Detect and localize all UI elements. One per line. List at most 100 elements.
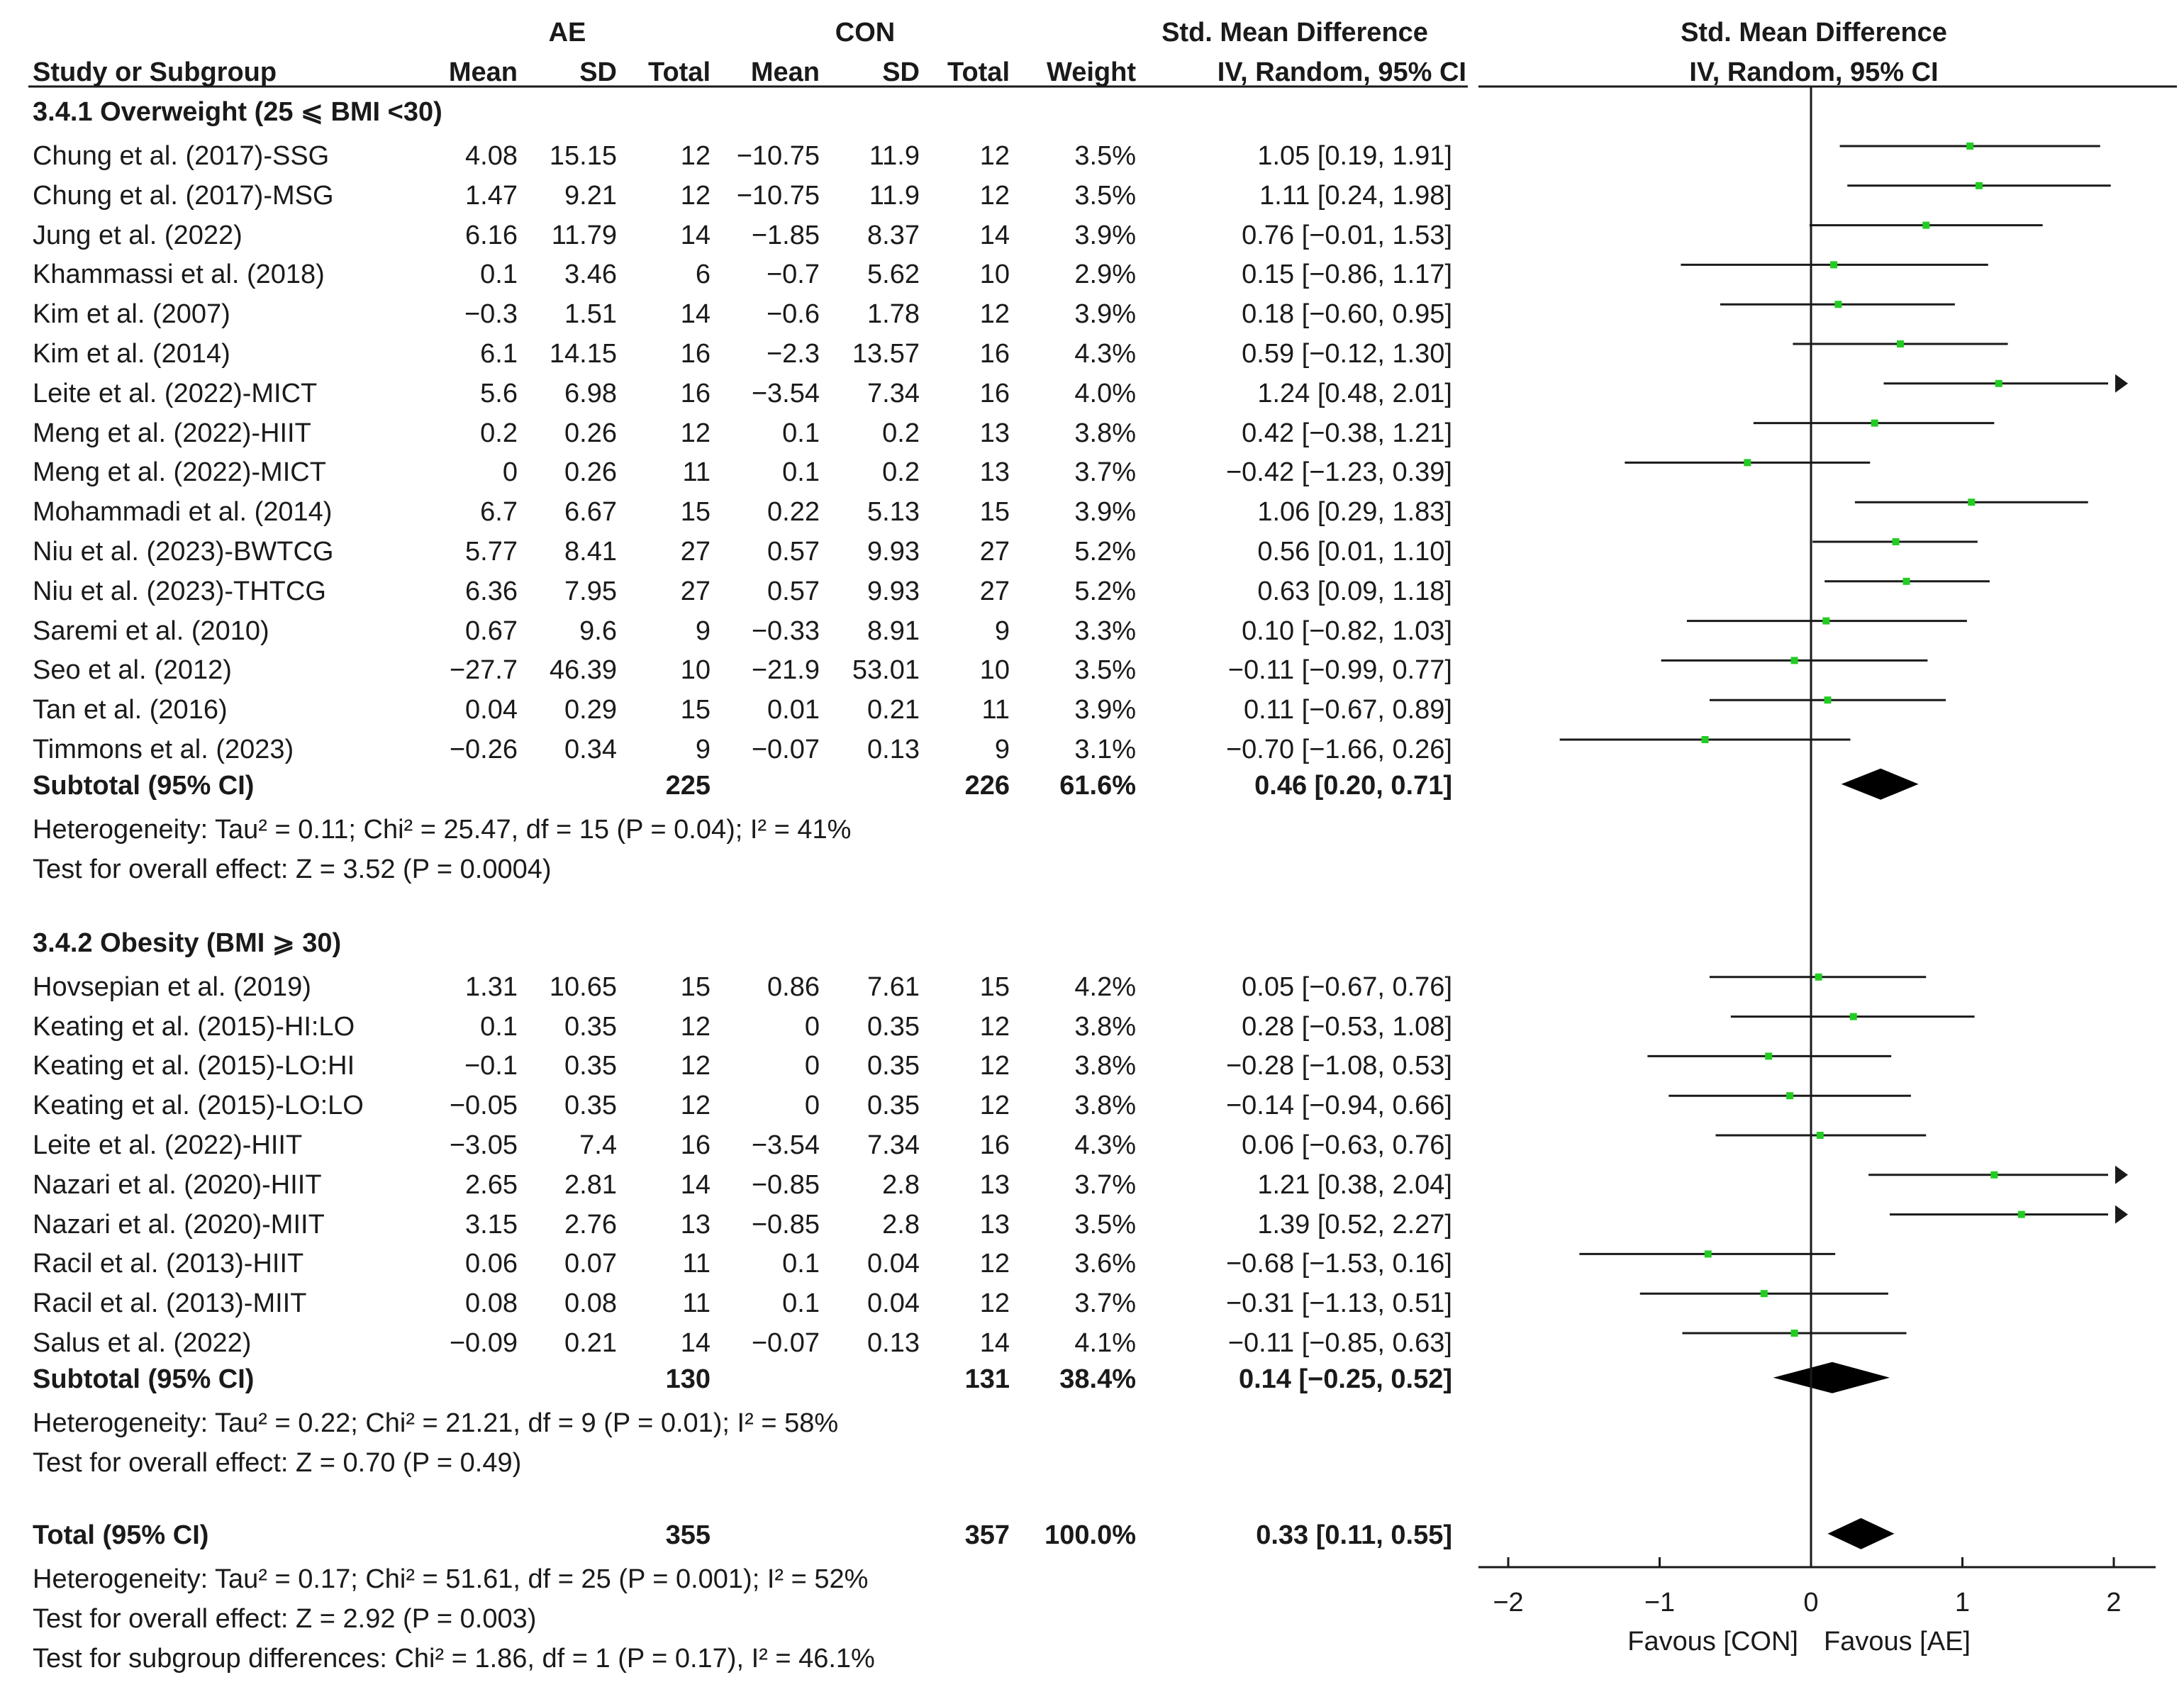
ae-total: 14	[680, 299, 711, 330]
effect-ci: −0.68 [−1.53, 0.16]	[1225, 1249, 1452, 1279]
subtotal-effect-ci: 0.46 [0.20, 0.71]	[1254, 770, 1452, 801]
subtotal-label: Subtotal (95% CI)	[33, 770, 255, 801]
effect-ci: 1.11 [0.24, 1.98]	[1259, 180, 1452, 211]
con-mean: 0.01	[767, 695, 820, 725]
con-mean: −0.07	[751, 735, 820, 764]
con-mean: −1.85	[751, 220, 820, 250]
ae-total: 11	[682, 457, 711, 488]
point-estimate	[1896, 340, 1904, 347]
con-total: 16	[979, 1130, 1010, 1160]
weight: 4.3%	[1074, 339, 1136, 369]
con-mean: −0.33	[751, 616, 820, 646]
effect-ci: −0.42 [−1.23, 0.39]	[1225, 457, 1452, 488]
ae-mean: 1.31	[465, 971, 518, 1002]
effect-ci: 0.28 [−0.53, 1.08]	[1242, 1011, 1452, 1042]
con-total: 14	[979, 220, 1010, 250]
study-name: Mohammadi et al. (2014)	[33, 497, 333, 528]
subtotal-label: Subtotal (95% CI)	[33, 1364, 255, 1394]
study-name: Chung et al. (2017)-MSG	[33, 180, 334, 211]
ae-total: 12	[680, 180, 711, 211]
study-name: Saremi et al. (2010)	[33, 616, 269, 646]
total-heterogeneity-text: Heterogeneity: Tau² = 0.17; Chi² = 51.61…	[33, 1564, 869, 1594]
total-con-total: 357	[964, 1520, 1010, 1550]
study-name: Leite et al. (2022)-MICT	[33, 378, 318, 408]
con-sd: 1.78	[867, 299, 920, 330]
heterogeneity-text: Heterogeneity: Tau² = 0.11; Chi² = 25.47…	[33, 814, 852, 845]
study-name: Nazari et al. (2020)-MIIT	[33, 1209, 325, 1240]
con-mean: −0.7	[766, 260, 820, 290]
con-sd: 13.57	[852, 339, 920, 369]
header-study: Study or Subgroup	[33, 57, 277, 87]
weight: 3.8%	[1074, 418, 1136, 448]
ae-sd: 8.41	[564, 537, 617, 567]
study-name: Jung et al. (2022)	[33, 220, 243, 250]
con-total: 12	[979, 1091, 1010, 1121]
weight: 4.0%	[1074, 378, 1136, 408]
point-estimate	[2017, 1210, 2025, 1218]
point-estimate	[1892, 538, 1900, 545]
con-mean: 0.57	[767, 537, 820, 567]
weight: 4.2%	[1074, 971, 1136, 1002]
con-sd: 0.2	[882, 418, 920, 448]
con-total: 13	[979, 1169, 1010, 1200]
con-mean: −21.9	[751, 655, 820, 686]
overall-effect-text: Test for overall effect: Z = 0.70 (P = 0…	[33, 1447, 522, 1478]
con-total: 13	[979, 1209, 1010, 1240]
ae-mean: 2.65	[465, 1169, 518, 1200]
weight: 3.9%	[1074, 220, 1136, 250]
header-con-group: CON	[835, 18, 896, 48]
ae-mean: 6.7	[480, 497, 518, 528]
con-total: 14	[979, 1328, 1010, 1358]
heterogeneity-text: Heterogeneity: Tau² = 0.22; Chi² = 21.21…	[33, 1408, 839, 1438]
ae-mean: 0.04	[465, 695, 518, 725]
con-total: 10	[979, 260, 1010, 290]
subtotal-effect-ci: 0.14 [−0.25, 0.52]	[1238, 1364, 1452, 1394]
total-effect-ci: 0.33 [0.11, 0.55]	[1256, 1520, 1452, 1550]
con-sd: 8.91	[867, 616, 920, 646]
ae-total: 11	[682, 1288, 711, 1319]
subtotal-ae-total: 130	[665, 1364, 711, 1394]
con-sd: 9.93	[867, 537, 920, 567]
header-smd-title: Std. Mean Difference	[1161, 18, 1428, 48]
point-estimate	[1815, 973, 1822, 981]
con-total: 11	[981, 695, 1010, 725]
x-axis-label-right: Favous [AE]	[1824, 1627, 1971, 1657]
ae-sd: 1.51	[564, 299, 617, 330]
study-name: Kim et al. (2007)	[33, 299, 230, 330]
ae-total: 12	[680, 418, 711, 448]
con-mean: 0.1	[782, 1288, 820, 1319]
con-sd: 8.37	[867, 220, 920, 250]
point-estimate	[1790, 657, 1798, 664]
study-name: Keating et al. (2015)-LO:HI	[33, 1051, 355, 1081]
subgroup-differences-text: Test for subgroup differences: Chi² = 1.…	[33, 1643, 875, 1674]
study-name: Meng et al. (2022)-MICT	[33, 457, 326, 488]
ae-sd: 3.46	[564, 260, 617, 290]
weight: 2.9%	[1074, 260, 1136, 290]
con-mean: 0.1	[782, 1249, 820, 1279]
effect-ci: 1.24 [0.48, 2.01]	[1257, 378, 1452, 408]
point-estimate	[1990, 1171, 1998, 1179]
ae-mean: 0.1	[480, 260, 518, 290]
study-name: Niu et al. (2023)-BWTCG	[33, 537, 334, 567]
point-estimate	[1871, 419, 1878, 427]
con-sd: 11.9	[869, 180, 920, 211]
con-sd: 0.04	[867, 1288, 920, 1319]
con-sd: 7.61	[867, 971, 920, 1002]
con-mean: 0.86	[767, 971, 820, 1002]
weight: 3.7%	[1074, 1288, 1136, 1319]
ae-mean: 5.6	[480, 378, 518, 408]
con-total: 27	[979, 576, 1010, 606]
effect-ci: 1.39 [0.52, 2.27]	[1257, 1209, 1452, 1240]
ae-sd: 0.29	[564, 695, 617, 725]
ae-mean: 6.16	[465, 220, 518, 250]
ae-total: 16	[680, 378, 711, 408]
ae-sd: 6.67	[564, 497, 617, 528]
con-sd: 0.35	[867, 1091, 920, 1121]
effect-ci: −0.31 [−1.13, 0.51]	[1225, 1288, 1452, 1319]
ae-total: 12	[680, 141, 711, 171]
con-mean: −10.75	[736, 141, 820, 171]
subgroup-title: 3.4.2 Obesity (BMI ⩾ 30)	[33, 928, 342, 958]
ae-mean: −27.7	[449, 655, 518, 686]
effect-ci: 0.42 [−0.38, 1.21]	[1242, 418, 1452, 448]
header-con-mean: Mean	[750, 57, 820, 87]
